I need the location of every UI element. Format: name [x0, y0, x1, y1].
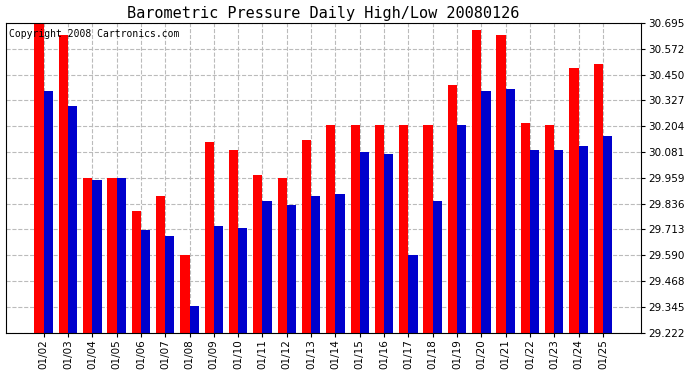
Bar	[83, 177, 92, 333]
Bar	[132, 211, 141, 333]
Bar	[238, 228, 248, 333]
Bar	[351, 125, 359, 333]
Bar	[399, 125, 408, 333]
Bar	[68, 106, 77, 333]
Bar	[214, 226, 223, 333]
Bar	[578, 146, 588, 333]
Bar	[190, 306, 199, 333]
Bar	[165, 236, 175, 333]
Bar	[506, 89, 515, 333]
Bar	[569, 68, 578, 333]
Bar	[253, 176, 262, 333]
Bar	[554, 150, 564, 333]
Bar	[43, 92, 53, 333]
Bar	[92, 180, 101, 333]
Bar	[180, 255, 190, 333]
Bar	[530, 150, 539, 333]
Bar	[384, 154, 393, 333]
Bar	[433, 201, 442, 333]
Bar	[457, 125, 466, 333]
Bar	[521, 123, 530, 333]
Bar	[34, 23, 43, 333]
Bar	[326, 125, 335, 333]
Bar	[496, 34, 506, 333]
Bar	[302, 140, 311, 333]
Bar	[277, 177, 287, 333]
Bar	[108, 177, 117, 333]
Bar	[603, 135, 612, 333]
Bar	[156, 196, 165, 333]
Bar	[117, 177, 126, 333]
Bar	[205, 142, 214, 333]
Bar	[359, 152, 369, 333]
Bar	[311, 196, 320, 333]
Bar	[287, 205, 296, 333]
Bar	[472, 30, 482, 333]
Text: Copyright 2008 Cartronics.com: Copyright 2008 Cartronics.com	[9, 29, 179, 39]
Bar	[408, 255, 417, 333]
Bar	[262, 201, 272, 333]
Bar	[482, 92, 491, 333]
Bar	[375, 125, 384, 333]
Bar	[545, 125, 554, 333]
Bar	[59, 34, 68, 333]
Bar	[335, 194, 345, 333]
Bar	[141, 230, 150, 333]
Bar	[229, 150, 238, 333]
Bar	[593, 64, 603, 333]
Title: Barometric Pressure Daily High/Low 20080126: Barometric Pressure Daily High/Low 20080…	[127, 6, 520, 21]
Bar	[448, 85, 457, 333]
Bar	[424, 125, 433, 333]
